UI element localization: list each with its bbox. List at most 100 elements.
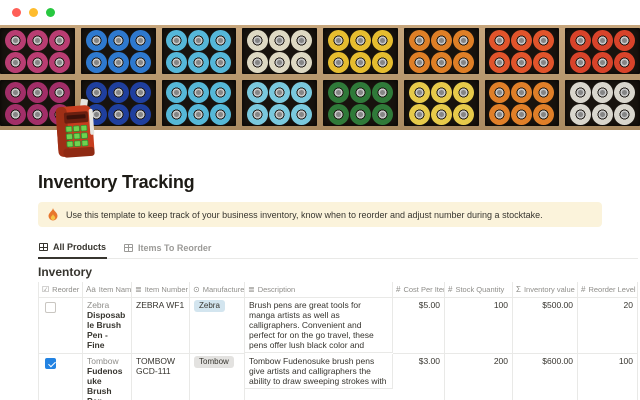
item-name-cell[interactable]: Zebra Disposable Brush Pen - Fine — [83, 298, 132, 354]
column-label: Cost Per Item — [403, 285, 445, 294]
paint-can-cubby — [323, 28, 398, 74]
view-tabs: All Products Items To Reorder — [38, 240, 638, 259]
spray-can — [188, 81, 210, 103]
paint-can-cubby — [0, 28, 75, 74]
reorder-checkbox[interactable] — [45, 302, 56, 313]
cost-per-item-cell[interactable]: $5.00 — [393, 298, 445, 354]
paint-can-cubby — [403, 28, 479, 74]
column-header-stock-quantity[interactable]: # Stock Quantity — [445, 282, 513, 298]
spray-can — [269, 29, 291, 51]
spray-can — [85, 51, 107, 73]
window-minimize-button[interactable] — [29, 8, 38, 17]
spray-can — [129, 51, 151, 73]
column-header-manufacturer[interactable]: ⊙ Manufacturer — [190, 282, 245, 298]
spray-can — [533, 51, 555, 73]
spray-can — [4, 51, 26, 73]
description-cell[interactable]: Tombow Fudenosuke brush pens give artist… — [245, 354, 393, 389]
spray-can — [592, 103, 614, 125]
spray-can — [592, 29, 614, 51]
spray-can — [210, 103, 232, 125]
page-icon[interactable] — [50, 98, 100, 160]
property-icon-stock-quantity: # — [448, 285, 453, 294]
column-header-item-number[interactable]: ≣ Item Number — [132, 282, 190, 298]
spray-can — [48, 51, 70, 73]
item-name-prefix: Tombow — [87, 356, 119, 366]
spray-can — [269, 103, 291, 125]
spray-can — [371, 81, 393, 103]
property-icon-item-name: Aa — [86, 285, 96, 294]
database-title: Inventory — [38, 265, 93, 279]
spray-can — [129, 81, 151, 103]
cost-per-item-cell[interactable]: $3.00 — [393, 354, 445, 400]
spray-can — [408, 51, 430, 73]
column-header-inventory-value[interactable]: Σ Inventory value — [513, 282, 578, 298]
spray-can — [269, 51, 291, 73]
manufacturer-tag: Zebra — [194, 300, 225, 312]
spray-can — [371, 103, 393, 125]
spray-can — [511, 81, 533, 103]
reorder-level-cell[interactable]: 100 — [578, 354, 638, 400]
spray-can — [614, 103, 636, 125]
column-header-reorder[interactable]: ☑ Reorder — [38, 282, 83, 298]
column-label: Reorder — [52, 285, 80, 294]
item-number-cell[interactable]: ZEBRA WF1 — [132, 298, 190, 354]
spray-can — [129, 103, 151, 125]
spray-can — [349, 81, 371, 103]
inventory-value-cell[interactable]: $600.00 — [513, 354, 578, 400]
item-number-cell[interactable]: TOMBOW GCD-111 — [132, 354, 190, 400]
spray-can — [489, 29, 511, 51]
page-body: Inventory Tracking Use this template to … — [0, 172, 640, 400]
fire-icon — [48, 208, 58, 221]
spray-can — [188, 103, 210, 125]
page-title: Inventory Tracking — [38, 172, 195, 192]
paint-can-cubby — [484, 28, 560, 74]
reorder-checkbox[interactable] — [45, 358, 56, 369]
spray-can — [430, 81, 452, 103]
manufacturer-cell[interactable]: Tombow — [190, 354, 245, 400]
window-zoom-button[interactable] — [46, 8, 55, 17]
paint-can-cubby — [565, 28, 640, 74]
tab-all-products[interactable]: All Products — [38, 240, 108, 259]
spray-can — [592, 51, 614, 73]
inventory-value-cell[interactable]: $500.00 — [513, 298, 578, 354]
window-titlebar — [0, 0, 640, 25]
spray-can — [533, 103, 555, 125]
callout: Use this template to keep track of your … — [38, 202, 602, 227]
column-label: Manufacturer — [202, 285, 245, 294]
spray-can — [269, 81, 291, 103]
spray-can — [247, 103, 269, 125]
paint-can-cubby — [403, 80, 479, 126]
column-header-item-name[interactable]: Aa Item Name — [83, 282, 132, 298]
tab-label: Items To Reorder — [138, 242, 212, 253]
spray-can — [570, 103, 592, 125]
spray-can — [430, 29, 452, 51]
window-close-button[interactable] — [12, 8, 21, 17]
spray-can — [129, 29, 151, 51]
paint-can-cubby — [484, 80, 560, 126]
spray-can — [4, 81, 26, 103]
property-icon-inventory-value: Σ — [516, 285, 521, 294]
spray-can — [291, 103, 313, 125]
spray-can — [291, 81, 313, 103]
spray-can — [166, 81, 188, 103]
item-name-cell[interactable]: Tombow Fudenosuke Brush Pen - Hard - — [83, 354, 132, 400]
stock-quantity-cell[interactable]: 200 — [445, 354, 513, 400]
column-header-cost-per-item[interactable]: # Cost Per Item — [393, 282, 445, 298]
spray-can — [452, 51, 474, 73]
column-header-reorder-level[interactable]: # Reorder Level — [578, 282, 638, 298]
column-header-description[interactable]: ≣ Description — [245, 282, 393, 298]
reorder-level-cell[interactable]: 20 — [578, 298, 638, 354]
property-icon-cost-per-item: # — [396, 285, 401, 294]
spray-can — [247, 29, 269, 51]
manufacturer-cell[interactable]: Zebra — [190, 298, 245, 354]
manufacturer-tag: Tombow — [194, 356, 234, 368]
stock-quantity-cell[interactable]: 100 — [445, 298, 513, 354]
spray-can — [26, 29, 48, 51]
spray-can — [107, 51, 129, 73]
tab-items-to-reorder[interactable]: Items To Reorder — [123, 240, 212, 258]
spray-can — [188, 51, 210, 73]
description-cell[interactable]: Brush pens are great tools for manga art… — [245, 298, 393, 353]
spray-can — [247, 51, 269, 73]
reorder-cell — [38, 354, 83, 400]
